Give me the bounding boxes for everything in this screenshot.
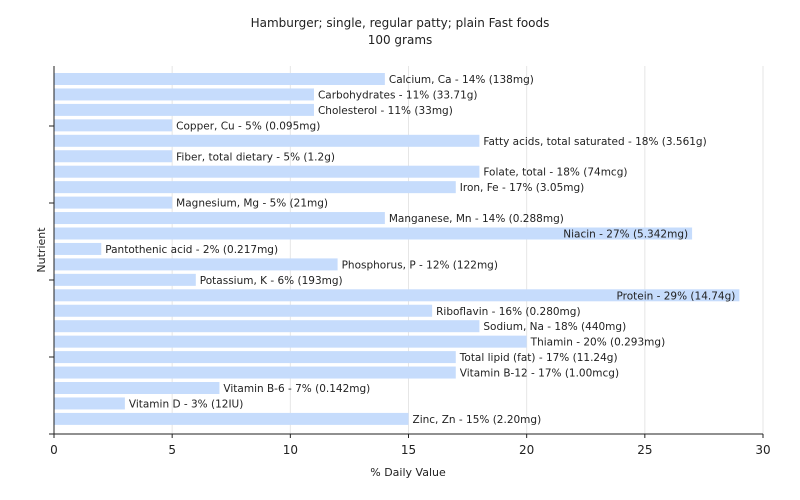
bar-label: Vitamin D - 3% (12IU)	[129, 398, 243, 410]
bar	[54, 242, 102, 255]
bar-label: Vitamin B-6 - 7% (0.142mg)	[223, 383, 370, 395]
bar-label: Pantothenic acid - 2% (0.217mg)	[105, 244, 278, 256]
bar-label: Calcium, Ca - 14% (138mg)	[389, 74, 534, 86]
bar	[54, 320, 480, 333]
bar-label: Protein - 29% (14.74g)	[616, 290, 735, 302]
bar-label: Zinc, Zn - 15% (2.20mg)	[413, 414, 542, 426]
bar-label: Phosphorus, P - 12% (122mg)	[342, 259, 498, 271]
bar	[54, 289, 740, 302]
x-tick-label: 30	[755, 443, 770, 457]
bar	[54, 181, 456, 194]
x-tick-label: 20	[519, 443, 534, 457]
x-tick-label: 0	[50, 443, 58, 457]
bar	[54, 366, 456, 379]
bar	[54, 397, 125, 410]
bar-label: Potassium, K - 6% (193mg)	[200, 275, 343, 287]
bar-label: Sodium, Na - 18% (440mg)	[483, 321, 626, 333]
bar-label: Riboflavin - 16% (0.280mg)	[436, 306, 580, 318]
bar	[54, 134, 480, 147]
bar	[54, 382, 220, 394]
bar	[54, 88, 314, 101]
bar	[54, 304, 433, 317]
x-tick-label: 15	[401, 443, 416, 457]
bar-label: Vitamin B-12 - 17% (1.00mcg)	[460, 368, 619, 380]
bar	[54, 165, 480, 178]
bar	[54, 150, 173, 163]
bar-label: Total lipid (fat) - 17% (11.24g)	[459, 352, 618, 364]
bar	[54, 73, 385, 85]
bar-label: Thiamin - 20% (0.293mg)	[530, 337, 666, 349]
bar	[54, 103, 314, 116]
chart-title: Hamburger; single, regular patty; plain …	[251, 16, 550, 30]
bar-label: Magnesium, Mg - 5% (21mg)	[176, 198, 328, 210]
bar-label: Copper, Cu - 5% (0.095mg)	[176, 120, 320, 132]
bar	[54, 412, 409, 425]
y-axis-label: Nutrient	[35, 227, 48, 273]
bar-label: Cholesterol - 11% (33mg)	[318, 105, 453, 117]
bar-label: Fiber, total dietary - 5% (1.2g)	[176, 151, 335, 163]
x-ticks: 0 5 10 15 20 25 30	[50, 434, 771, 457]
bar	[54, 351, 456, 364]
bar	[54, 227, 693, 240]
x-tick-label: 5	[168, 443, 176, 457]
bar	[54, 335, 527, 348]
bar	[54, 212, 385, 225]
bar	[54, 119, 173, 132]
bar-label: Carbohydrates - 11% (33.71g)	[318, 89, 478, 101]
bar	[54, 196, 173, 209]
bar	[54, 273, 196, 286]
bar-label: Iron, Fe - 17% (3.05mg)	[460, 182, 584, 194]
x-tick-label: 25	[637, 443, 652, 457]
bar-label: Folate, total - 18% (74mcg)	[483, 167, 627, 179]
bar	[54, 258, 338, 271]
x-axis-label: % Daily Value	[370, 466, 446, 479]
bar-label: Fatty acids, total saturated - 18% (3.56…	[483, 136, 706, 148]
bar-label: Niacin - 27% (5.342mg)	[563, 229, 688, 241]
bars: Calcium, Ca - 14% (138mg) Carbohydrates -…	[54, 73, 740, 426]
x-tick-label: 10	[283, 443, 298, 457]
bar-label: Manganese, Mn - 14% (0.288mg)	[389, 213, 564, 225]
chart-subtitle: 100 grams	[368, 33, 433, 47]
